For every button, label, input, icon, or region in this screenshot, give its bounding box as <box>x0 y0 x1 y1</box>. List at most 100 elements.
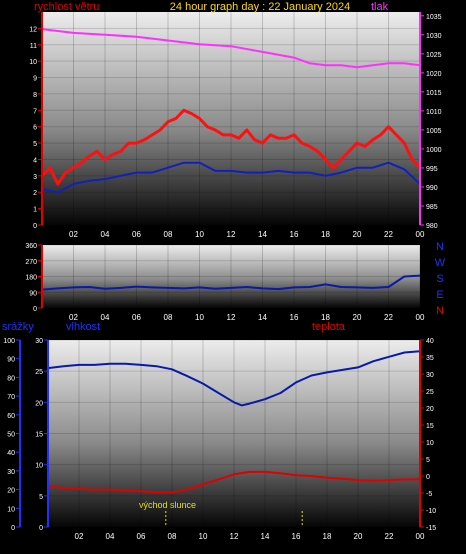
pressure-y-tick-label: 1010 <box>426 109 442 116</box>
humidity-y-tick-label: 0 <box>39 525 43 532</box>
pressure-y-tick-label: 1030 <box>426 33 442 40</box>
wind-y-tick-label: 4 <box>33 157 37 164</box>
wind-y-tick-label: 7 <box>33 108 37 115</box>
wind-axis-label: rychlost větru <box>34 1 99 13</box>
x-tick-label: 10 <box>195 313 204 322</box>
wind-average-line <box>41 161 421 194</box>
humidity-y-tick-label: 25 <box>35 369 43 376</box>
temperature-y-tick-label: 0 <box>426 474 430 481</box>
x-tick-label: 00 <box>416 230 425 239</box>
pressure-y-tick-label: 990 <box>426 185 438 192</box>
rain-y-tick-label: 70 <box>7 394 15 401</box>
x-tick-label: 08 <box>164 230 173 239</box>
x-tick-label: 22 <box>384 313 393 322</box>
humidity-y-tick-label: 15 <box>35 432 43 439</box>
humidity-line <box>47 350 421 407</box>
panel-direction-bg <box>42 245 420 308</box>
rain-y-tick-label: 100 <box>3 338 15 345</box>
x-tick-label: 16 <box>290 313 299 322</box>
x-tick-label: 20 <box>353 313 362 322</box>
wind-y-tick-label: 9 <box>33 76 37 83</box>
temperature-y-tick-label: 5 <box>426 457 430 464</box>
rain-y-tick-label: 40 <box>7 450 15 457</box>
x-tick-label: 06 <box>132 313 141 322</box>
direction-label-n-top: N <box>436 241 444 253</box>
direction-y-tick-label: 90 <box>29 290 37 297</box>
pressure-y-tick-label: 995 <box>426 166 438 173</box>
x-tick-label: 10 <box>199 532 208 541</box>
pressure-y-tick-label: 1000 <box>426 147 442 154</box>
pressure-axis-label: tlak <box>371 1 389 13</box>
rain-y-tick-label: 80 <box>7 375 15 382</box>
rain-axis-label: srážky <box>2 321 34 333</box>
direction-label-e: E <box>436 289 443 301</box>
x-tick-label: 14 <box>261 532 270 541</box>
humidity-y-tick-label: 10 <box>35 463 43 470</box>
direction-y-tick-label: 270 <box>25 259 37 266</box>
temperature-y-tick-label: 30 <box>426 372 434 379</box>
wind-y-tick-label: 3 <box>33 174 37 181</box>
rain-y-tick-label: 30 <box>7 469 15 476</box>
wind-y-tick-label: 11 <box>30 43 37 50</box>
x-tick-label: 18 <box>323 532 332 541</box>
temperature-y-tick-label: -10 <box>426 508 436 515</box>
rain-y-tick-label: 10 <box>7 506 15 513</box>
temperature-y-tick-label: -15 <box>426 525 436 532</box>
temperature-axis-label: teplota <box>312 321 346 333</box>
temperature-y-tick-label: 35 <box>426 355 434 362</box>
x-tick-label: 16 <box>290 230 299 239</box>
humidity-axis-label: vlhkost <box>66 321 100 333</box>
x-tick-label: 22 <box>385 532 394 541</box>
x-tick-label: 02 <box>75 532 84 541</box>
direction-label-s: S <box>436 273 443 285</box>
temperature-y-tick-label: -5 <box>426 491 432 498</box>
x-tick-label: 08 <box>168 532 177 541</box>
direction-y-tick-label: 180 <box>25 275 37 282</box>
temperature-line <box>47 470 420 494</box>
x-tick-label: 12 <box>227 230 236 239</box>
series-layer <box>40 28 422 527</box>
wind-y-tick-label: 8 <box>33 92 37 99</box>
rain-y-tick-label: 50 <box>7 432 15 439</box>
panel-wind-bg <box>42 12 420 225</box>
x-tick-label: 08 <box>164 313 173 322</box>
direction-y-tick-label: 360 <box>25 243 37 250</box>
direction-y-tick-label: 0 <box>33 306 37 313</box>
x-tick-label: 12 <box>230 532 239 541</box>
humidity-y-tick-label: 30 <box>35 338 43 345</box>
x-tick-label: 06 <box>137 532 146 541</box>
pressure-y-tick-label: 1015 <box>426 90 442 97</box>
wind-y-tick-label: 0 <box>33 223 37 230</box>
pressure-y-tick-label: 1020 <box>426 71 442 78</box>
x-tick-label: 16 <box>292 532 301 541</box>
pressure-y-tick-label: 980 <box>426 223 438 230</box>
x-tick-label: 14 <box>258 313 267 322</box>
x-tick-label: 04 <box>101 230 110 239</box>
humidity-y-tick-label: 20 <box>35 400 43 407</box>
x-tick-label: 18 <box>321 230 330 239</box>
x-tick-label: 04 <box>106 532 115 541</box>
x-tick-label: 20 <box>354 532 363 541</box>
temperature-y-tick-label: 10 <box>426 440 434 447</box>
direction-label-n-bottom: N <box>436 305 444 317</box>
x-tick-label: 10 <box>195 230 204 239</box>
wind-y-tick-label: 10 <box>29 59 37 66</box>
sunrise-label: východ slunce <box>139 500 196 510</box>
rain-y-tick-label: 20 <box>7 488 15 495</box>
x-tick-label: 20 <box>353 230 362 239</box>
x-tick-label: 18 <box>321 313 330 322</box>
x-tick-label: 22 <box>384 230 393 239</box>
pressure-line <box>41 28 421 69</box>
x-tick-label: 00 <box>416 313 425 322</box>
x-tick-label: 04 <box>101 313 110 322</box>
temperature-y-tick-label: 40 <box>426 338 434 345</box>
x-tick-label: 12 <box>227 313 236 322</box>
x-tick-label: 14 <box>258 230 267 239</box>
wind-direction-line <box>41 274 421 291</box>
rain-y-tick-label: 0 <box>11 525 15 532</box>
chart-title: 24 hour graph day : 22 January 2024 <box>170 1 350 13</box>
pressure-y-tick-label: 1035 <box>426 14 442 21</box>
wind-y-tick-label: 5 <box>33 141 37 148</box>
